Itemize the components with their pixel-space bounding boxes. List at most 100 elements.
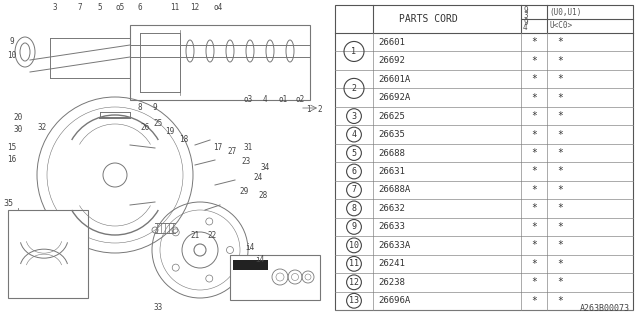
- Text: 8: 8: [138, 103, 142, 113]
- Text: 34: 34: [260, 164, 269, 172]
- Text: 19: 19: [165, 127, 175, 137]
- Text: 9: 9: [523, 5, 527, 14]
- Text: *: *: [531, 277, 537, 287]
- Text: 26601: 26601: [378, 38, 405, 47]
- Text: 26633A: 26633A: [378, 241, 410, 250]
- Text: *: *: [531, 296, 537, 306]
- Text: 5: 5: [351, 148, 356, 157]
- Text: 9: 9: [10, 37, 14, 46]
- Text: *: *: [557, 222, 563, 232]
- Text: 26696A: 26696A: [378, 296, 410, 305]
- Text: o2: o2: [296, 95, 305, 105]
- Text: *: *: [557, 148, 563, 158]
- Text: o5: o5: [115, 4, 125, 12]
- Text: *: *: [531, 130, 537, 140]
- Text: *: *: [557, 277, 563, 287]
- Text: *: *: [557, 204, 563, 213]
- Text: 17: 17: [213, 143, 223, 153]
- Text: PARTS CORD: PARTS CORD: [399, 14, 458, 24]
- Text: 28: 28: [259, 191, 268, 201]
- Text: 24: 24: [253, 173, 262, 182]
- Text: 9: 9: [153, 103, 157, 113]
- Text: 11: 11: [349, 259, 359, 268]
- Text: *: *: [557, 56, 563, 66]
- Text: *: *: [557, 240, 563, 250]
- Text: 7: 7: [351, 186, 356, 195]
- Text: 26601A: 26601A: [378, 75, 410, 84]
- Text: 13: 13: [349, 296, 359, 305]
- Text: *: *: [557, 296, 563, 306]
- Text: 5: 5: [98, 4, 102, 12]
- Bar: [230, 255, 320, 300]
- Text: *: *: [531, 204, 537, 213]
- Text: 25: 25: [154, 118, 163, 127]
- Text: 20: 20: [13, 114, 22, 123]
- Text: i4: i4: [255, 255, 264, 265]
- Text: *: *: [557, 130, 563, 140]
- Text: 26241: 26241: [378, 259, 405, 268]
- Text: 1: 1: [306, 106, 310, 115]
- Text: 9: 9: [351, 222, 356, 231]
- Text: 18: 18: [179, 135, 189, 145]
- Text: 26238: 26238: [378, 278, 405, 287]
- Text: 12: 12: [349, 278, 359, 287]
- Text: 10: 10: [349, 241, 359, 250]
- Text: o3: o3: [243, 95, 253, 105]
- Text: 4: 4: [351, 130, 356, 139]
- Text: 8: 8: [351, 204, 356, 213]
- Text: 27: 27: [227, 148, 237, 156]
- Text: 3: 3: [351, 112, 356, 121]
- Text: 4: 4: [523, 23, 527, 32]
- Bar: [130, 25, 310, 100]
- Text: 26625: 26625: [378, 112, 405, 121]
- Text: o4: o4: [213, 4, 223, 12]
- Text: 29: 29: [239, 188, 248, 196]
- Text: 21: 21: [190, 230, 200, 239]
- Text: 12: 12: [190, 4, 200, 12]
- Text: 26631: 26631: [378, 167, 405, 176]
- Text: U<C0>: U<C0>: [549, 21, 572, 30]
- Text: *: *: [557, 166, 563, 177]
- Text: 26633: 26633: [378, 222, 405, 231]
- Text: 7: 7: [77, 4, 83, 12]
- Text: *: *: [531, 259, 537, 269]
- Text: *: *: [557, 259, 563, 269]
- Text: (U0,U1): (U0,U1): [549, 7, 581, 17]
- Text: *: *: [557, 74, 563, 84]
- Text: 11: 11: [170, 4, 180, 12]
- Text: 2: 2: [351, 84, 356, 93]
- Text: 6: 6: [138, 4, 142, 12]
- Text: 26688A: 26688A: [378, 186, 410, 195]
- Text: *: *: [531, 148, 537, 158]
- Text: *: *: [531, 185, 537, 195]
- Text: 31: 31: [243, 143, 253, 153]
- Text: *: *: [531, 166, 537, 177]
- Text: 3: 3: [52, 4, 58, 12]
- Text: 22: 22: [207, 230, 216, 239]
- Text: 2: 2: [317, 106, 323, 115]
- Bar: [8, 210, 88, 298]
- Text: *: *: [531, 37, 537, 47]
- Text: 10: 10: [8, 51, 17, 60]
- Text: 16: 16: [8, 156, 17, 164]
- Text: o1: o1: [278, 95, 287, 105]
- Text: 4: 4: [262, 95, 268, 105]
- Text: i4: i4: [245, 243, 255, 252]
- Text: 32: 32: [37, 124, 47, 132]
- Text: 35: 35: [3, 199, 13, 208]
- Text: 23: 23: [241, 157, 251, 166]
- Text: 26688: 26688: [378, 148, 405, 157]
- Text: *: *: [557, 185, 563, 195]
- Text: 6: 6: [351, 167, 356, 176]
- Text: *: *: [531, 222, 537, 232]
- Text: 26692A: 26692A: [378, 93, 410, 102]
- Text: *: *: [531, 74, 537, 84]
- Text: 9: 9: [523, 18, 527, 27]
- Text: *: *: [531, 56, 537, 66]
- Bar: [233, 260, 268, 270]
- Text: 26: 26: [140, 124, 150, 132]
- Text: *: *: [531, 92, 537, 103]
- Text: 33: 33: [154, 303, 163, 313]
- Text: 30: 30: [13, 125, 22, 134]
- Text: *: *: [557, 92, 563, 103]
